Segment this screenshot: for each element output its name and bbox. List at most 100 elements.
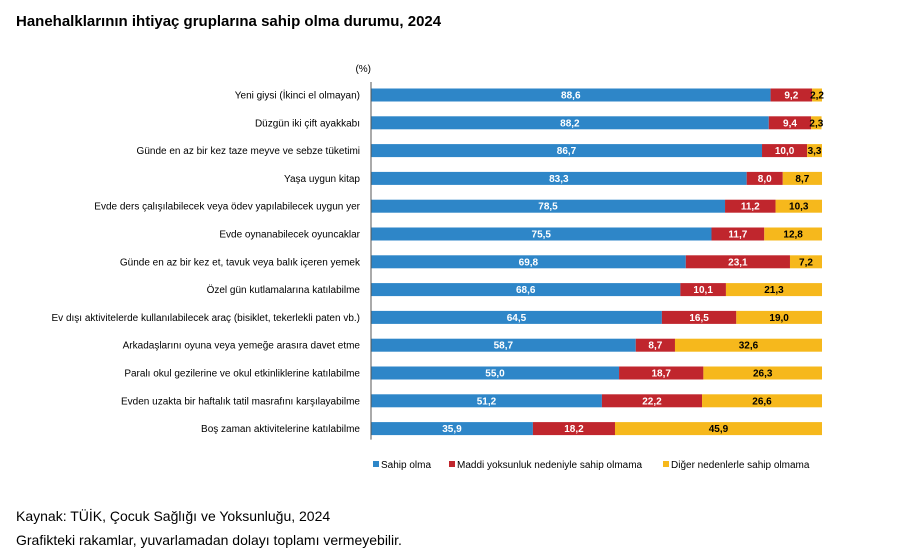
source-text: Kaynak: TÜİK, Çocuk Sağlığı ve Yoksunluğ…: [16, 508, 331, 524]
bar-segment: [674, 338, 822, 352]
data-label: 22,2: [642, 396, 662, 407]
bar-segment: [619, 366, 704, 380]
data-label: 7,2: [799, 257, 813, 268]
data-label: 55,0: [485, 369, 505, 380]
bar-segment: [746, 171, 783, 185]
bar-segment: [811, 116, 822, 130]
bar-segment: [680, 283, 726, 297]
data-label: 51,2: [477, 396, 497, 407]
bar-segment: [711, 227, 765, 241]
category-label: Günde en az bir kez et, tavuk veya balık…: [120, 257, 361, 268]
legend-label: Diğer nedenlerle sahip olmama: [671, 460, 810, 471]
data-label: 8,7: [648, 341, 662, 352]
category-label: Yaşa uygun kitap: [284, 174, 360, 185]
data-label: 23,1: [728, 257, 748, 268]
data-label: 8,7: [795, 174, 809, 185]
bar-segment: [789, 255, 822, 269]
data-label: 16,5: [689, 313, 709, 324]
data-label: 58,7: [494, 341, 514, 352]
category-label: Paralı okul gezilerine ve okul etkinlikl…: [124, 369, 360, 380]
data-label: 68,6: [516, 285, 536, 296]
data-label: 26,6: [752, 396, 772, 407]
bar-segment: [635, 338, 675, 352]
bar-segment: [775, 199, 822, 213]
bar-segment: [371, 283, 681, 297]
bar-segment: [725, 199, 776, 213]
bar-segment: [614, 422, 822, 436]
bar-segment: [807, 144, 822, 158]
data-label: 2,3: [809, 118, 823, 129]
bar-segment: [371, 88, 771, 102]
data-label: 10,3: [789, 202, 809, 213]
legend-swatch: [373, 461, 379, 467]
bar-segment: [371, 255, 686, 269]
data-label: 86,7: [557, 146, 577, 157]
legend-label: Sahip olma: [381, 460, 431, 471]
note-text: Grafikteki rakamlar, yuvarlamadan dolayı…: [16, 532, 402, 548]
data-label: 19,0: [769, 313, 789, 324]
bar-segment: [371, 199, 726, 213]
data-label: 78,5: [538, 202, 558, 213]
data-label: 21,3: [764, 285, 784, 296]
data-label: 26,3: [753, 369, 773, 380]
category-label: Evde oynanabilecek oyuncaklar: [219, 230, 360, 241]
data-label: 8,0: [758, 174, 772, 185]
data-label: 35,9: [442, 424, 462, 435]
legend-label: Maddi yoksunluk nedeniyle sahip olmama: [457, 460, 643, 471]
bar-segment: [661, 310, 737, 324]
category-label: Boş zaman aktivitelerine katılabilme: [201, 424, 360, 435]
data-label: 9,4: [783, 118, 797, 129]
chart-title: Hanehalklarının ihtiyaç gruplarına sahip…: [16, 13, 442, 30]
data-label: 18,2: [564, 424, 584, 435]
data-label: 64,5: [507, 313, 527, 324]
data-label: 11,2: [741, 202, 760, 213]
bar-segment: [371, 394, 602, 408]
bar-segment: [371, 338, 636, 352]
category-label: Arkadaşlarını oyuna veya yemeğe arasıra …: [123, 341, 361, 352]
bar-segment: [371, 422, 533, 436]
category-label: Ev dışı aktivitelerde kullanılabilecek a…: [52, 313, 360, 324]
category-label: Yeni giysi (İkinci el olmayan): [235, 89, 360, 102]
data-label: 32,6: [739, 341, 759, 352]
bar-segment: [770, 88, 813, 102]
bar-segment: [768, 116, 812, 130]
bar-segment: [371, 171, 747, 185]
bar-segment: [685, 255, 790, 269]
data-label: 2,2: [810, 91, 824, 102]
stacked-bar-chart: (%) Yeni giysi (İkinci el olmayan) Düzgün…: [52, 64, 825, 471]
bar-segment: [762, 144, 808, 158]
bar-segment: [371, 116, 769, 130]
data-label: 88,2: [560, 118, 580, 129]
bar-segment: [371, 366, 620, 380]
data-label: 9,2: [784, 91, 798, 102]
bar-segment: [764, 227, 822, 241]
bar-segment: [703, 366, 822, 380]
data-label: 10,0: [775, 146, 795, 157]
category-label: Evde ders çalışılabilecek veya ödev yapı…: [94, 202, 360, 213]
bar-segment: [601, 394, 703, 408]
data-label: 83,3: [549, 174, 569, 185]
legend-swatch: [663, 461, 669, 467]
unit-label: (%): [355, 64, 371, 75]
data-label: 10,1: [693, 285, 713, 296]
bar-segment: [371, 144, 763, 158]
bar-segment: [371, 227, 712, 241]
bar-segment: [725, 283, 822, 297]
category-label: Düzgün iki çift ayakkabı: [255, 118, 360, 129]
bar-segment: [812, 88, 822, 102]
bar-segment: [782, 171, 822, 185]
category-label: Özel gün kutlamalarına katılabilme: [207, 284, 361, 296]
data-label: 12,8: [783, 230, 803, 241]
category-label: Günde en az bir kez taze meyve ve sebze …: [137, 146, 360, 157]
data-label: 88,6: [561, 91, 581, 102]
bar-segment: [532, 422, 615, 436]
bar-segment: [736, 310, 822, 324]
bar-segment: [371, 310, 662, 324]
bar-segment: [702, 394, 822, 408]
data-label: 45,9: [709, 424, 729, 435]
category-label: Evden uzakta bir haftalık tatil masrafın…: [121, 396, 360, 407]
data-label: 69,8: [519, 257, 539, 268]
data-label: 75,5: [532, 230, 552, 241]
data-label: 11,7: [728, 230, 747, 241]
data-label: 18,7: [651, 369, 671, 380]
